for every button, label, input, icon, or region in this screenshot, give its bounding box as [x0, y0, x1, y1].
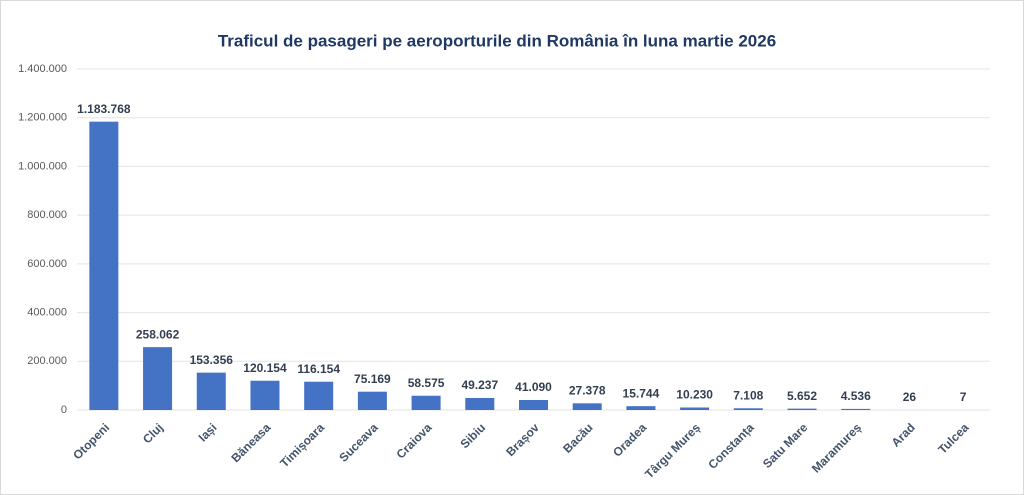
y-tick-label: 600.000: [27, 258, 67, 270]
bar: [143, 347, 173, 410]
y-tick-label: 800.000: [27, 209, 67, 221]
value-label: 58.575: [408, 376, 445, 390]
bar: [250, 380, 280, 410]
bar: [787, 408, 817, 410]
bar: [357, 391, 387, 410]
value-label: 116.154: [297, 362, 340, 376]
bar: [89, 121, 119, 410]
y-tick-label: 200.000: [27, 355, 67, 367]
value-label: 49.237: [461, 378, 498, 392]
bar: [465, 398, 495, 410]
value-label: 153.356: [190, 353, 234, 367]
value-label: 26: [903, 390, 917, 404]
bar: [518, 399, 549, 410]
y-tick-label: 1.000.000: [18, 160, 67, 172]
bar: [841, 408, 871, 410]
y-tick-label: 400.000: [27, 306, 67, 318]
value-label: 1.183.768: [77, 102, 131, 116]
value-label: 258.062: [136, 327, 180, 341]
y-tick-label: 0: [61, 404, 67, 416]
value-label: 27.378: [569, 384, 606, 398]
value-label: 5.652: [787, 389, 817, 403]
value-label: 15.744: [623, 386, 660, 400]
bar: [680, 407, 710, 410]
bar: [572, 403, 602, 410]
bar: [304, 381, 334, 410]
value-label: 10.230: [676, 388, 713, 402]
bar: [733, 408, 763, 410]
value-label: 4.536: [841, 389, 871, 403]
value-label: 41.090: [515, 380, 552, 394]
y-tick-label: 1.400.000: [18, 63, 67, 75]
value-label: 7.108: [733, 388, 763, 402]
bar: [626, 406, 656, 410]
value-label: 7: [960, 390, 967, 404]
y-tick-label: 1.200.000: [18, 112, 67, 124]
chart-title: Traficul de pasageri pe aeroporturile di…: [218, 31, 776, 50]
bar: [196, 372, 226, 410]
bar: [411, 395, 441, 410]
value-label: 75.169: [354, 372, 391, 386]
value-label: 120.154: [243, 361, 287, 375]
